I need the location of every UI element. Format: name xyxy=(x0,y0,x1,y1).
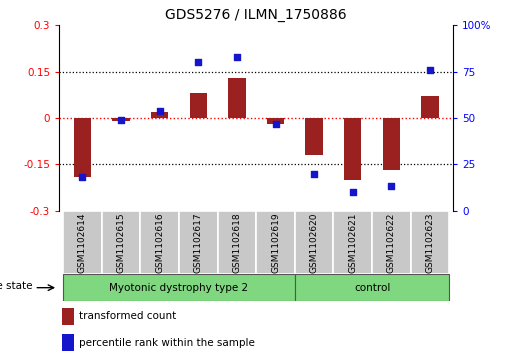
Point xyxy=(310,171,318,176)
Point xyxy=(194,60,202,65)
Text: transformed count: transformed count xyxy=(78,311,176,321)
Bar xyxy=(62,334,74,351)
Bar xyxy=(74,118,91,177)
Text: disease state: disease state xyxy=(0,281,32,291)
Bar xyxy=(267,118,284,124)
Bar xyxy=(334,211,372,274)
Text: GSM1102615: GSM1102615 xyxy=(116,212,126,273)
Point xyxy=(271,121,280,126)
Bar xyxy=(102,211,140,274)
Point xyxy=(78,174,87,180)
Bar xyxy=(63,274,295,301)
Point xyxy=(233,54,241,60)
Text: GSM1102623: GSM1102623 xyxy=(425,212,435,273)
Bar xyxy=(179,211,217,274)
Bar xyxy=(112,118,130,121)
Bar xyxy=(190,93,207,118)
Bar xyxy=(228,78,246,118)
Point xyxy=(349,189,357,195)
Bar xyxy=(305,118,323,155)
Point xyxy=(156,108,164,114)
Point xyxy=(426,67,434,73)
Title: GDS5276 / ILMN_1750886: GDS5276 / ILMN_1750886 xyxy=(165,8,347,22)
Text: GSM1102616: GSM1102616 xyxy=(155,212,164,273)
Bar xyxy=(140,211,179,274)
Text: GSM1102617: GSM1102617 xyxy=(194,212,203,273)
Text: GSM1102614: GSM1102614 xyxy=(78,212,87,273)
Text: GSM1102618: GSM1102618 xyxy=(232,212,242,273)
Text: Myotonic dystrophy type 2: Myotonic dystrophy type 2 xyxy=(109,283,249,293)
Bar xyxy=(421,97,439,118)
Text: GSM1102621: GSM1102621 xyxy=(348,212,357,273)
Bar xyxy=(217,211,256,274)
Bar xyxy=(256,211,295,274)
Point xyxy=(387,184,396,189)
Bar xyxy=(295,211,334,274)
Bar xyxy=(151,112,168,118)
Bar xyxy=(62,308,74,325)
Bar xyxy=(344,118,362,180)
Point xyxy=(117,117,125,123)
Text: GSM1102619: GSM1102619 xyxy=(271,212,280,273)
Text: percentile rank within the sample: percentile rank within the sample xyxy=(78,338,254,347)
Bar xyxy=(63,211,102,274)
Bar xyxy=(372,211,410,274)
Text: control: control xyxy=(354,283,390,293)
Text: GSM1102620: GSM1102620 xyxy=(310,212,319,273)
Text: GSM1102622: GSM1102622 xyxy=(387,212,396,273)
Bar xyxy=(295,274,449,301)
Bar xyxy=(410,211,449,274)
Bar xyxy=(383,118,400,171)
